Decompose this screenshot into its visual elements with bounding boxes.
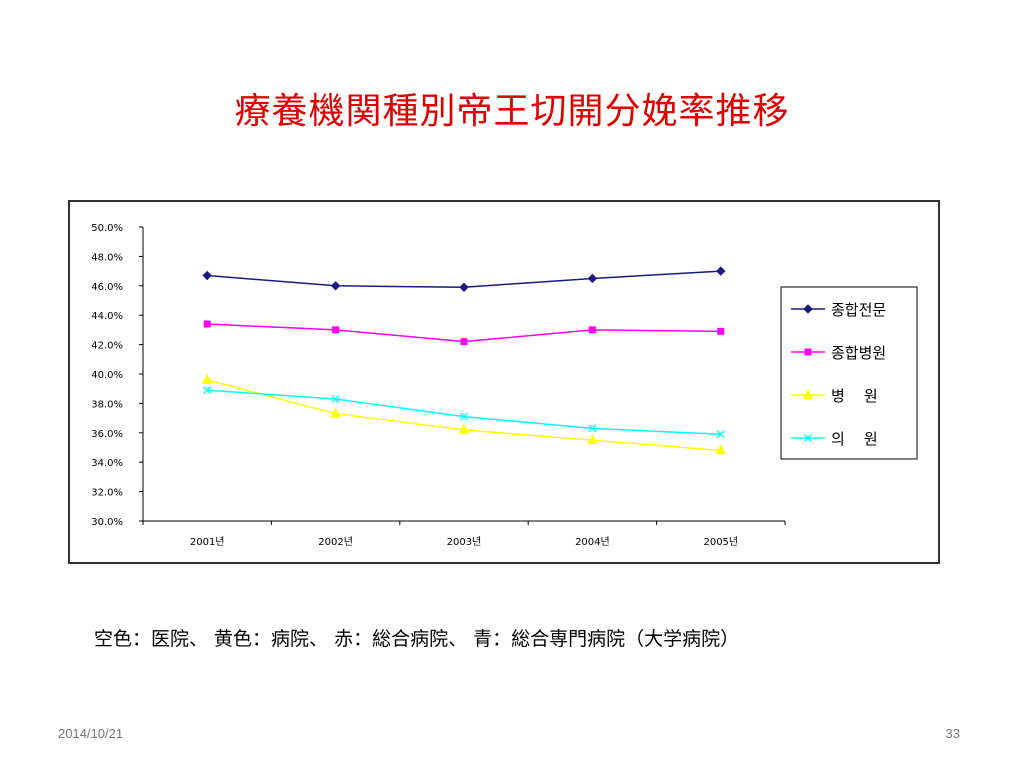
line-chart: 30.0% 32.0% 34.0% 36.0% 38.0% 40.0% 42.0% 44.0%…: [91, 223, 918, 548]
data-point: [330, 407, 341, 418]
footer-date: 2014/10/21: [58, 726, 124, 741]
data-point: [716, 266, 726, 276]
y-tick-label: 38.0%: [91, 399, 123, 410]
legend-label: 종합병원: [831, 344, 886, 362]
x-tick-label: 2001년: [190, 536, 225, 548]
data-point: [202, 270, 212, 281]
y-tick-label: 48.0%: [91, 252, 123, 263]
legend-swatch-marker: [803, 304, 813, 314]
data-point: [588, 326, 596, 334]
x-tick-label: 2002년: [318, 536, 353, 548]
color-legend-caption: 空色：医院、 黄色：病院、 赤：総合病院、 青：総合専門病院（大学病院）: [94, 628, 740, 650]
y-tick-label: 50.0%: [91, 223, 123, 234]
legend-swatch-marker: [802, 388, 814, 399]
x-tick-label: 2004년: [575, 536, 610, 548]
chart-frame: 30.0% 32.0% 34.0% 36.0% 38.0% 40.0% 42.0% 44.0%…: [68, 200, 940, 564]
data-point: [459, 282, 469, 292]
y-tick-label: 42.0%: [91, 341, 123, 352]
y-tick-label: 34.0%: [91, 458, 123, 469]
legend-label: 종합전문: [831, 301, 886, 319]
legend-label: 병 원: [831, 387, 878, 405]
data-point: [459, 412, 469, 421]
series-line: [207, 379, 721, 452]
data-point: [203, 320, 211, 328]
y-tick-label: 40.0%: [91, 370, 123, 381]
y-tick-label: 46.0%: [91, 282, 123, 293]
data-point: [716, 430, 725, 439]
legend-label: 의 원: [831, 430, 878, 448]
y-tick-label: 36.0%: [91, 429, 123, 440]
slide-title: 療養機関種別帝王切開分娩率推移: [234, 91, 790, 132]
data-point: [330, 281, 341, 291]
x-tick-label: 2005년: [703, 536, 738, 548]
data-point: [460, 338, 468, 346]
x-tick-label: 2003년: [447, 536, 482, 548]
data-point: [715, 444, 727, 455]
data-point: [587, 434, 598, 445]
data-point: [458, 423, 470, 434]
data-point: [331, 394, 340, 404]
y-tick-label: 32.0%: [91, 488, 123, 499]
legend-swatch-marker: [803, 433, 813, 443]
legend-swatch-marker: [804, 348, 812, 356]
data-point: [201, 373, 213, 384]
data-point: [717, 327, 725, 335]
data-point: [332, 326, 340, 334]
data-point: [587, 273, 598, 284]
data-point: [588, 424, 597, 433]
y-tick-label: 30.0%: [91, 517, 123, 528]
data-point: [203, 386, 212, 395]
legend-box: [780, 286, 918, 460]
page-number: 33: [945, 726, 960, 741]
y-tick-label: 44.0%: [91, 311, 123, 322]
